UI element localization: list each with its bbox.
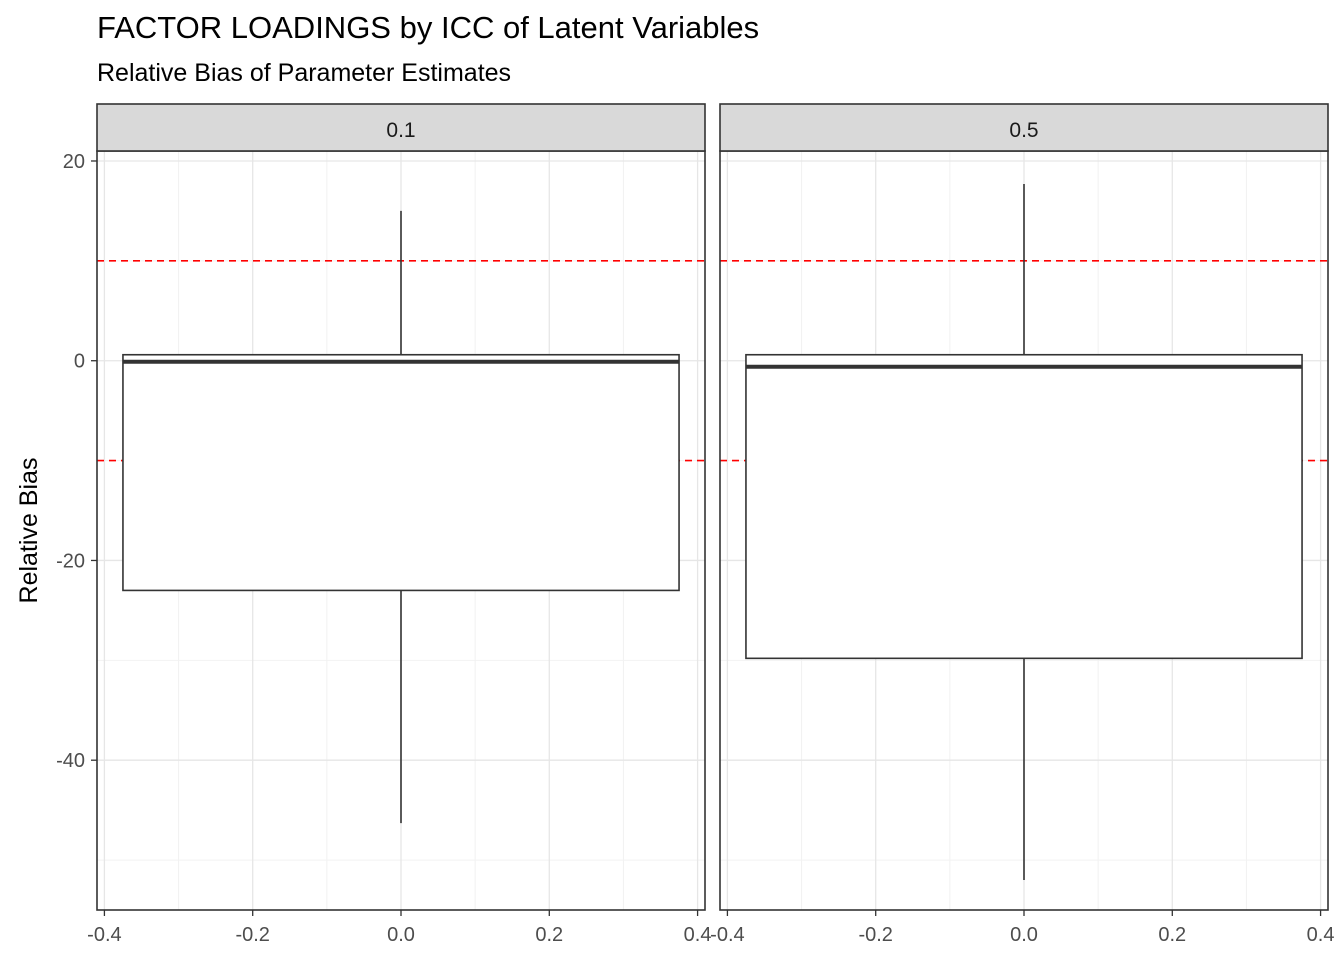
x-tick-label: -0.2 — [858, 924, 892, 946]
facet-panel-0-1: 0.1 -0.4 -0.2 0.0 0.2 0.4 — [87, 103, 712, 946]
facet-strip — [96, 103, 706, 152]
x-tick-label: 0.0 — [1010, 924, 1038, 946]
x-tick-label: -0.2 — [235, 924, 269, 946]
x-tick-label: 0.0 — [387, 924, 415, 946]
y-tick-label: -40 — [56, 750, 85, 772]
facet-strip-label: 0.5 — [1009, 119, 1038, 142]
x-tick-label: -0.4 — [87, 924, 121, 946]
box-iqr — [745, 353, 1303, 660]
y-tick-label: 0 — [74, 351, 85, 373]
facet-strip — [719, 103, 1329, 152]
x-tick-label: 0.2 — [1158, 924, 1186, 946]
x-tick-label: 0.2 — [535, 924, 563, 946]
chart-subtitle: Relative Bias of Parameter Estimates — [97, 59, 512, 87]
x-tick-label: 0.4 — [1307, 924, 1335, 946]
chart-title: FACTOR LOADINGS by ICC of Latent Variabl… — [97, 10, 760, 45]
y-axis-label: Relative Bias — [15, 458, 43, 604]
x-tick-label: 0.4 — [684, 924, 712, 946]
facet-strip-label: 0.1 — [386, 119, 415, 142]
y-tick-label: 20 — [63, 151, 85, 173]
box-iqr — [122, 353, 680, 592]
y-tick-label: -20 — [56, 550, 85, 572]
x-tick-label: -0.4 — [710, 924, 744, 946]
facet-panel-0-5: 0.5 -0.4 -0.2 0.0 0.2 0.4 — [710, 103, 1335, 946]
